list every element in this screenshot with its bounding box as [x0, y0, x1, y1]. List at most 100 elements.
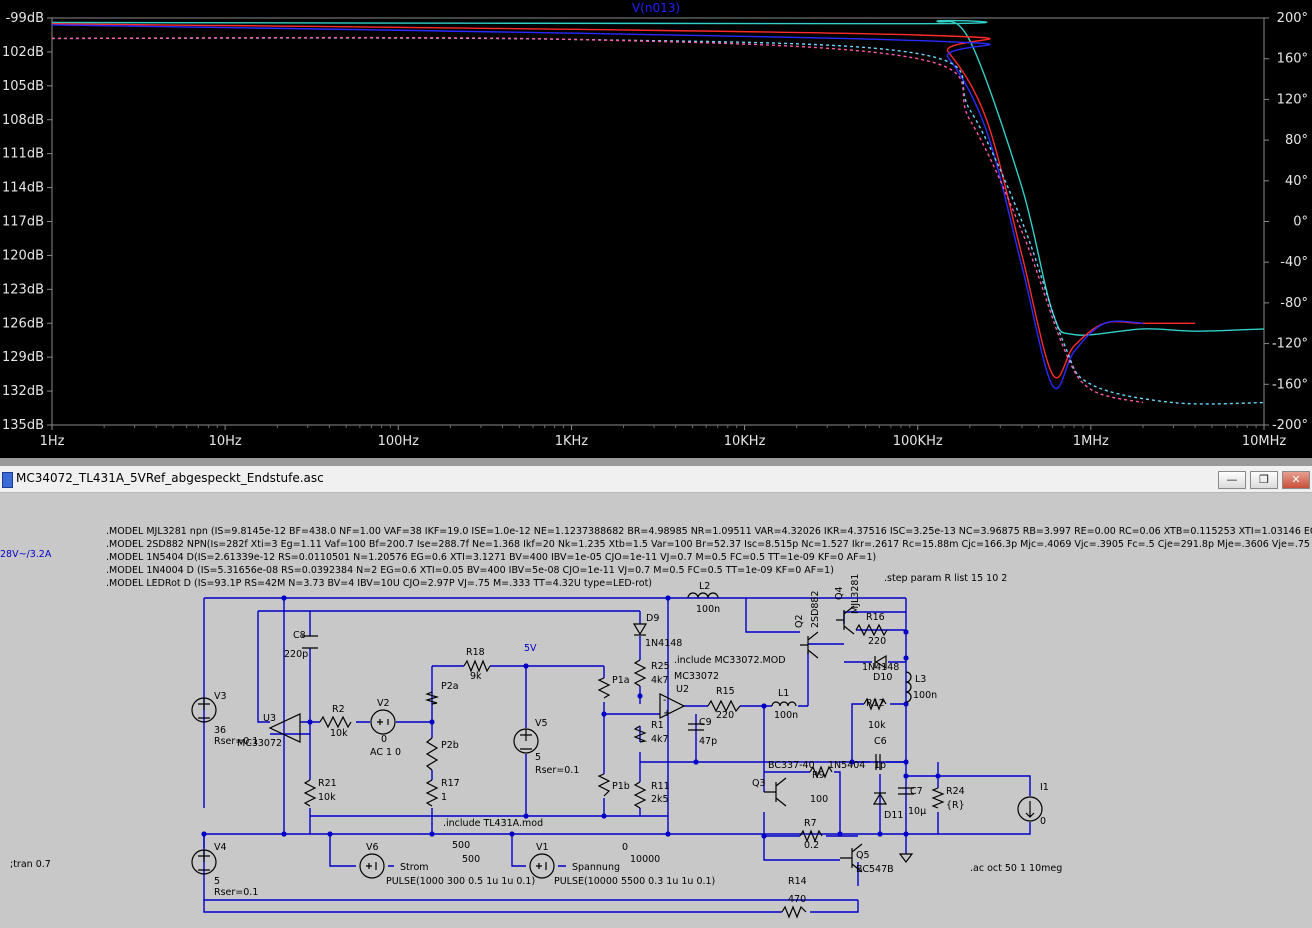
label-R24[interactable]: R24	[946, 786, 965, 797]
label-R25-value[interactable]: 4k7	[651, 675, 669, 686]
source-V2[interactable]	[370, 709, 396, 735]
transistor-Q2[interactable]	[800, 631, 819, 659]
label-V5-a[interactable]: 5	[535, 752, 541, 763]
label-C8-value[interactable]: 220p	[284, 649, 308, 660]
label-P2b[interactable]: P2b	[441, 740, 459, 751]
inductor-L1[interactable]	[771, 701, 797, 707]
label-10000[interactable]: 10000	[630, 854, 660, 865]
capacitor-C9[interactable]	[688, 723, 704, 731]
diode-D11[interactable]	[872, 792, 888, 805]
label-L1[interactable]: L1	[778, 688, 789, 699]
label-U2[interactable]: U2	[676, 684, 689, 695]
capacitor-C6[interactable]	[875, 754, 881, 770]
resistor-R12[interactable]	[863, 697, 887, 711]
label-R16[interactable]: R16	[866, 612, 885, 623]
resistor-R11[interactable]	[633, 781, 647, 809]
trace-phase-4[interactable]	[51, 36, 1144, 404]
label-V2-a[interactable]: 0	[381, 734, 387, 745]
label-R2[interactable]: R2	[332, 704, 345, 715]
label-C8[interactable]: C8	[293, 630, 306, 641]
label-R21-value[interactable]: 10k	[318, 792, 336, 803]
label-R2-value[interactable]: 10k	[330, 728, 348, 739]
label-C6[interactable]: C6	[874, 736, 887, 747]
diode-D10[interactable]	[874, 654, 887, 670]
schematic-window[interactable]: MC34072_TL431A_5VRef_abgespeckt_Endstufe…	[0, 466, 1312, 928]
label-D9-value[interactable]: 1N4148	[645, 638, 682, 649]
label-V6-pulse[interactable]: PULSE(1000 300 0.5 1u 1u 0.1)	[386, 876, 535, 887]
resistor-R1[interactable]	[633, 725, 648, 743]
trace-magnitude-1[interactable]	[51, 23, 1196, 379]
ac-directive[interactable]: .ac oct 50 1 10meg	[970, 863, 1062, 874]
label-U2-value[interactable]: MC33072	[674, 671, 719, 682]
label-P1b[interactable]: P1b	[612, 781, 630, 792]
label-R24-value[interactable]: {R}	[946, 800, 965, 811]
model-ledrot[interactable]: .MODEL LEDRot D (IS=93.1P RS=42M N=3.73 …	[106, 578, 652, 589]
label-R1-value[interactable]: 4k7	[651, 734, 669, 745]
label-V3-a[interactable]: 36	[214, 725, 226, 736]
opamp-U3[interactable]	[268, 713, 301, 743]
inductor-L2[interactable]	[687, 592, 719, 599]
window-titlebar[interactable]: MC34072_TL431A_5VRef_abgespeckt_Endstufe…	[0, 466, 1312, 493]
source-V3[interactable]	[191, 697, 217, 723]
label-Q4[interactable]: Q4	[834, 586, 845, 600]
label-L1-value[interactable]: 100n	[774, 710, 798, 721]
inductor-L3[interactable]	[905, 671, 912, 703]
label-V4-b[interactable]: Rser=0.1	[214, 887, 258, 898]
label-D11[interactable]: D11	[884, 810, 903, 821]
trace-magnitude-0[interactable]	[51, 19, 1265, 336]
source-V5[interactable]	[513, 728, 539, 754]
resistor-R24[interactable]	[931, 787, 945, 809]
label-I1-value[interactable]: 0	[1040, 816, 1046, 827]
resistor-P1b[interactable]	[597, 773, 611, 797]
label-V6-name[interactable]: Strom	[400, 862, 429, 873]
capacitor-C8[interactable]	[302, 635, 318, 649]
transistor-Q3[interactable]	[764, 777, 787, 807]
source-V6[interactable]	[359, 853, 385, 879]
label-R15-value[interactable]: 220	[716, 710, 734, 721]
restore-button[interactable]: ❐	[1250, 471, 1278, 489]
resistor-R15[interactable]	[707, 699, 741, 713]
label-R17-value[interactable]: 1	[441, 792, 447, 803]
label-P2a[interactable]: P2a	[441, 681, 459, 692]
label-Q2[interactable]: Q2	[794, 614, 805, 628]
current-source-I1[interactable]	[1017, 796, 1043, 822]
model-1n5404[interactable]: .MODEL 1N5404 D(IS=2.61339e-12 RS=0.0110…	[106, 552, 876, 563]
label-C6-value[interactable]: 1p	[874, 760, 886, 771]
label-R7[interactable]: R7	[804, 818, 817, 829]
transistor-Q4[interactable]	[836, 605, 855, 635]
label-Q3-value[interactable]: BC337-40	[768, 760, 815, 771]
label-R9[interactable]: R9	[812, 770, 825, 781]
step-directive[interactable]: .step param R list 15 10 2	[884, 573, 1007, 584]
label-R12[interactable]: R12	[866, 698, 885, 709]
label-R17[interactable]: R17	[441, 778, 460, 789]
resistor-R17[interactable]	[425, 779, 439, 807]
resistor-R25[interactable]	[633, 659, 647, 687]
model-mjl3281[interactable]: .MODEL MJL3281 npn (IS=9.8145e-12 BF=438…	[106, 526, 1312, 537]
label-Q2-value[interactable]: 2SD882	[810, 590, 821, 628]
label-L3-value[interactable]: 100n	[913, 690, 937, 701]
capacitor-C7[interactable]	[898, 787, 914, 795]
label-R11-value[interactable]: 2k5	[651, 794, 669, 805]
label-D10-value[interactable]: 1N4148	[862, 662, 899, 673]
label-C7[interactable]: C7	[910, 786, 923, 797]
resistor-R18[interactable]	[463, 659, 491, 673]
resistor-P2a[interactable]	[424, 691, 440, 705]
label-V3-b[interactable]: Rser=0.1	[214, 736, 258, 747]
label-R25[interactable]: R25	[651, 661, 670, 672]
label-R11[interactable]: R11	[651, 781, 670, 792]
label-V1-name[interactable]: Spannung	[572, 862, 620, 873]
label-Q4-value[interactable]: MJL3281	[850, 574, 861, 614]
left-axis[interactable]: -99dB 102dB 105dB 108dB 111dB 114dB 117dB 120dB…	[2, 11, 52, 433]
label-V5[interactable]: V5	[535, 718, 548, 729]
resistor-P2b[interactable]	[425, 737, 439, 771]
label-R1[interactable]: R1	[651, 720, 664, 731]
label-C9[interactable]: C9	[699, 717, 712, 728]
label-D10[interactable]: D10	[873, 672, 892, 683]
label-U3-value[interactable]: MC33072	[237, 738, 282, 749]
label-V4[interactable]: V4	[214, 842, 227, 853]
resistor-P1a[interactable]	[597, 677, 611, 699]
diode-D9[interactable]	[632, 623, 648, 636]
pane-divider[interactable]	[0, 458, 1312, 466]
spice-directives[interactable]: .MODEL MJL3281 npn (IS=9.8145e-12 BF=438…	[10, 526, 1312, 874]
label-V4-a[interactable]: 5	[214, 876, 220, 887]
